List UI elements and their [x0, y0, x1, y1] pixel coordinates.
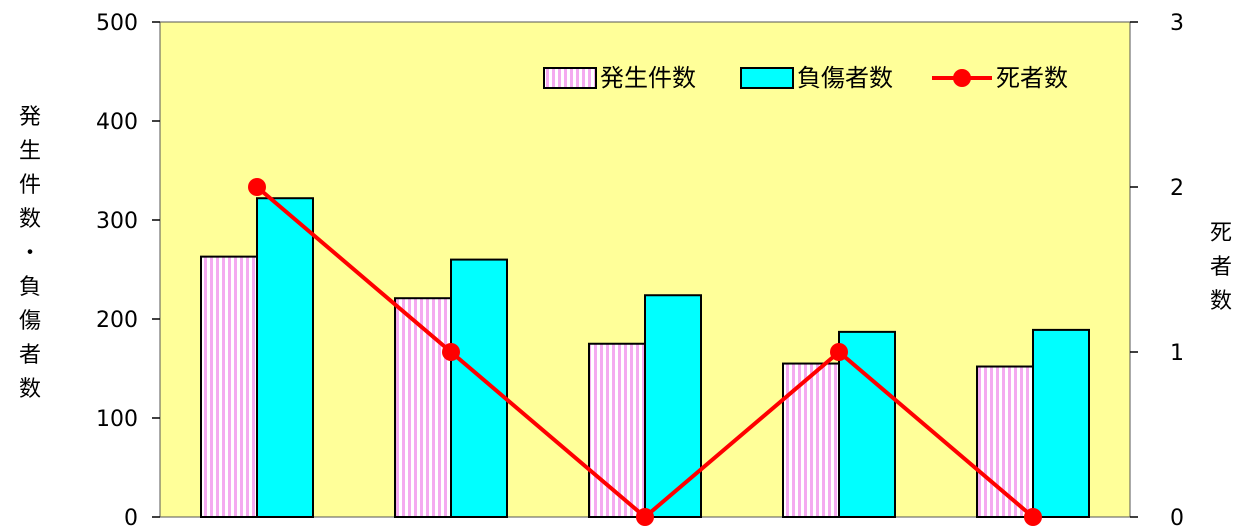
- left-tick-label: 0: [124, 506, 138, 531]
- bar-occurrences: [394, 297, 452, 518]
- deaths-point: [636, 508, 654, 526]
- bar-occurrences: [588, 342, 646, 518]
- bar-injured: [644, 294, 702, 518]
- right-axis-title-char: 死: [1210, 221, 1232, 246]
- right-tick-label: 0: [1170, 506, 1184, 531]
- legend-marker-deaths: [953, 69, 971, 87]
- right-axis: 0 1 2 3: [1130, 11, 1184, 531]
- bar-injured: [450, 258, 508, 518]
- left-tick-label: 200: [96, 308, 138, 333]
- legend: 発生件数 負傷者数 死者数: [543, 64, 1068, 92]
- right-axis-title: 死 者 数: [1210, 221, 1232, 314]
- legend-label-deaths: 死者数: [996, 64, 1068, 92]
- left-axis-title-char: 件: [19, 173, 41, 198]
- right-axis-title-char: 者: [1210, 255, 1232, 280]
- right-tick-label: 1: [1170, 341, 1184, 366]
- legend-swatch-injured: [740, 67, 794, 89]
- left-tick-label: 400: [96, 110, 138, 135]
- bar-injured: [1032, 328, 1090, 519]
- left-axis-title-char: 負: [19, 275, 41, 300]
- left-axis-title-char: 傷: [19, 309, 41, 334]
- left-tick-label: 100: [96, 407, 138, 432]
- left-axis-title-char: 者: [19, 343, 41, 368]
- left-axis-title-char: 数: [19, 207, 41, 232]
- deaths-point: [442, 343, 460, 361]
- left-axis-title-char: 生: [19, 139, 41, 164]
- right-axis-title-char: 数: [1210, 289, 1232, 314]
- bar-injured: [838, 330, 896, 518]
- bar-occurrences: [200, 255, 258, 518]
- legend-label-injured: 負傷者数: [797, 64, 893, 92]
- left-axis-title-char: ・: [19, 241, 41, 266]
- legend-swatch-occurrences: [543, 67, 597, 89]
- line-series: [248, 178, 1042, 526]
- left-axis: 0 100 200 300 400 500: [96, 11, 160, 531]
- right-tick-label: 2: [1170, 176, 1184, 201]
- legend-label-occurrences: 発生件数: [600, 64, 696, 92]
- deaths-point: [830, 343, 848, 361]
- right-tick-label: 3: [1170, 11, 1184, 36]
- left-axis-title-char: 数: [19, 377, 41, 402]
- deaths-point: [248, 178, 266, 196]
- left-tick-label: 300: [96, 209, 138, 234]
- left-axis-title: 発 生 件 数 ・ 負 傷 者 数: [19, 105, 41, 402]
- bar-series: [200, 197, 1090, 519]
- left-tick-label: 500: [96, 11, 138, 36]
- bar-occurrences: [782, 362, 840, 518]
- bar-injured: [256, 197, 314, 518]
- deaths-point: [1024, 508, 1042, 526]
- left-axis-title-char: 発: [19, 105, 41, 130]
